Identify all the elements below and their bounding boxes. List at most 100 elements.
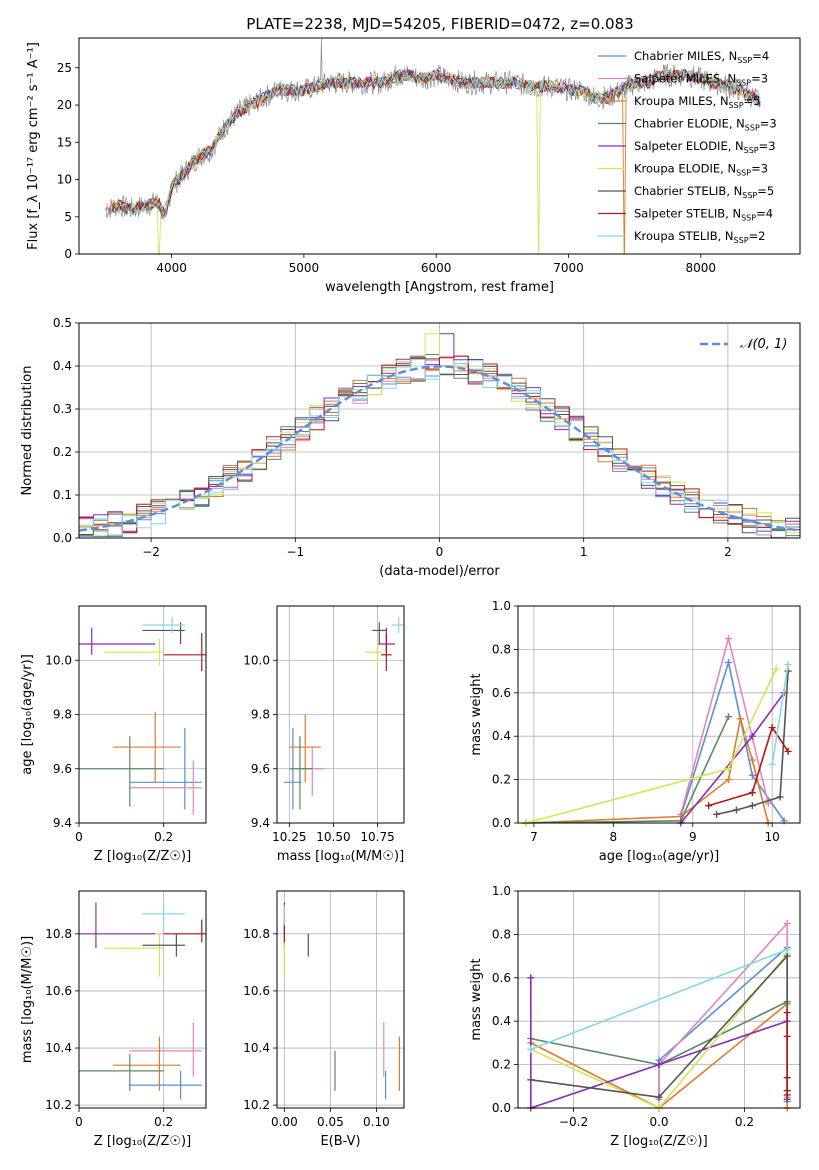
y-tick-label: 1.0 — [492, 599, 511, 613]
legend-label: Chabrier MILES, NSSP=4 — [634, 49, 769, 65]
axes-frame — [78, 322, 801, 539]
legend-label: Kroupa MILES, NSSP=5 — [634, 94, 760, 110]
legend-label: Chabrier STELIB, NSSP=5 — [634, 184, 774, 200]
y-tick-label: 9.4 — [251, 816, 270, 830]
y-tick-label: 15 — [57, 135, 72, 149]
data-point-kroupa_stelib — [527, 1045, 535, 1053]
x-tick-label: 7 — [530, 830, 538, 844]
y-tick-label: 10.0 — [45, 653, 72, 667]
data-point-salpeter_stelib — [783, 1032, 791, 1040]
y-tick-label: 10 — [57, 173, 72, 187]
x-axis-label: age [log₁₀(age/yr)] — [599, 849, 720, 864]
y-tick-label: 10.2 — [243, 1098, 270, 1112]
y-tick-label: 20 — [57, 98, 72, 112]
series-line-salpeter_stelib — [708, 725, 789, 807]
y-tick-label: 0.8 — [492, 642, 511, 656]
x-tick-label: 0.10 — [363, 1115, 390, 1129]
y-tick-label: 10.8 — [45, 927, 72, 941]
y-tick-label: 9.4 — [53, 816, 72, 830]
x-tick-label: 10 — [765, 830, 780, 844]
y-tick-label: 0.4 — [492, 1014, 511, 1028]
y-tick-label: 9.6 — [251, 762, 270, 776]
x-tick-label: 0 — [75, 830, 83, 844]
y-tick-label: 10.2 — [45, 1098, 72, 1112]
x-tick-label: 10.50 — [316, 830, 350, 844]
x-tick-label: 0.2 — [735, 1115, 754, 1129]
legend-label: Chabrier ELODIE, NSSP=3 — [634, 117, 777, 133]
series-line-chabrier_miles — [658, 945, 789, 1102]
axes-frame — [517, 605, 801, 824]
data-point-salpeter_stelib — [783, 1091, 791, 1099]
panel-age_vs_Z: 0 0.2 9.4 9.6 9.8 10.0 Z [log₁₀(Z/Z☉)] age [log… — [20, 605, 207, 864]
y-tick-label: 0.6 — [492, 686, 511, 700]
y-tick-label: 0.2 — [492, 773, 511, 787]
panel-weight_vs_Z: −0.2 0.0 0.2 0.0 0.2 0.4 0.6 0.8 1.0 Z [log₁₀(Z/Z… — [469, 884, 801, 1149]
y-tick-label: 9.8 — [53, 708, 72, 722]
data-point-chabrier_stelib — [655, 1093, 663, 1101]
data-point-kroupa_stelib — [783, 946, 791, 954]
x-axis-label: (data-model)/error — [379, 564, 500, 579]
x-tick-label: 8000 — [686, 261, 717, 275]
data-point-chabrier_miles — [748, 771, 756, 779]
y-tick-label: 10.8 — [243, 927, 270, 941]
y-tick-label: 0.3 — [53, 402, 72, 416]
data-point-kroupa_stelib — [768, 760, 776, 768]
data-point-chabrier_stelib — [527, 1076, 535, 1084]
normal-curve — [78, 365, 801, 532]
legend-label: 𝒩(0, 1) — [740, 337, 787, 352]
data-point-kroupa_elodie — [772, 665, 780, 673]
y-tick-label: 0.0 — [53, 531, 72, 545]
panel-age_vs_mass: 10.25 10.50 10.75 9.4 9.6 9.8 10.0 mass [log₁₀(… — [243, 605, 405, 864]
x-tick-label: 5000 — [289, 261, 320, 275]
x-axis-label: Z [log₁₀(Z/Z☉)] — [610, 1134, 707, 1149]
legend-label: Kroupa ELODIE, NSSP=3 — [634, 162, 768, 178]
y-tick-label: 10.6 — [243, 984, 270, 998]
y-tick-label: 0.2 — [53, 445, 72, 459]
y-tick-label: 0.0 — [492, 1101, 511, 1115]
y-tick-label: 5 — [64, 210, 72, 224]
x-tick-label: 0.05 — [317, 1115, 344, 1129]
data-point-kroupa_miles — [736, 715, 744, 723]
y-axis-label: mass [log₁₀(M/M☉)] — [20, 936, 35, 1063]
data-point-salpeter_miles — [783, 920, 791, 928]
y-axis-label: age [log₁₀(age/yr)] — [20, 654, 35, 775]
x-tick-label: 6000 — [421, 261, 452, 275]
data-point-salpeter_stelib — [768, 724, 776, 732]
data-point-chabrier_stelib — [713, 810, 721, 818]
data-point-kroupa_elodie — [725, 765, 733, 773]
data-point-salpeter_stelib — [748, 789, 756, 797]
x-tick-label: 0 — [75, 1115, 83, 1129]
x-tick-label: 0.00 — [271, 1115, 298, 1129]
spectrum-model-kroupa_stelib — [113, 68, 761, 220]
panel-mass_vs_Z: 0 0.2 10.2 10.4 10.6 10.8 Z [log₁₀(Z/Z☉)] mass … — [20, 890, 207, 1149]
legend-label: Salpeter MILES, NSSP=3 — [634, 72, 768, 88]
data-point-salpeter_elodie — [655, 1061, 663, 1069]
y-axis-label: mass weight — [469, 673, 484, 755]
data-point-chabrier_stelib — [748, 802, 756, 810]
x-tick-label: 7000 — [553, 261, 584, 275]
y-tick-label: 0 — [64, 247, 72, 261]
x-tick-label: −2 — [142, 545, 160, 559]
y-tick-label: 25 — [57, 61, 72, 75]
data-point-salpeter_stelib — [783, 1009, 791, 1017]
y-tick-label: 0.2 — [492, 1058, 511, 1072]
data-point-chabrier_miles — [725, 658, 733, 666]
legend-label: Salpeter ELODIE, NSSP=3 — [634, 139, 776, 155]
panel-mass_vs_ebv: 0.00 0.05 0.10 10.2 10.4 10.6 10.8 E(B-V) — [243, 890, 405, 1149]
data-point-chabrier_elodie — [725, 713, 733, 721]
x-tick-label: 4000 — [156, 261, 187, 275]
legend-label: Salpeter STELIB, NSSP=4 — [634, 207, 773, 223]
series-line-kroupa_miles — [525, 718, 769, 824]
x-tick-label: 10.25 — [272, 830, 306, 844]
x-tick-label: −0.2 — [559, 1115, 588, 1129]
y-axis-label: Flux [f_λ 10⁻¹⁷ erg cm⁻² s⁻¹ A⁻¹] — [26, 42, 41, 250]
series-line-chabrier_elodie — [525, 716, 730, 824]
y-tick-label: 0.4 — [53, 359, 72, 373]
data-point-salpeter_miles — [725, 635, 733, 643]
x-tick-label: 0.2 — [154, 1115, 173, 1129]
x-axis-label: mass [log₁₀(M/M☉)] — [277, 849, 404, 864]
data-point-kroupa_stelib — [784, 661, 792, 669]
x-tick-label: −1 — [286, 545, 304, 559]
y-tick-label: 10.6 — [45, 984, 72, 998]
data-point-salpeter_stelib — [705, 802, 713, 810]
